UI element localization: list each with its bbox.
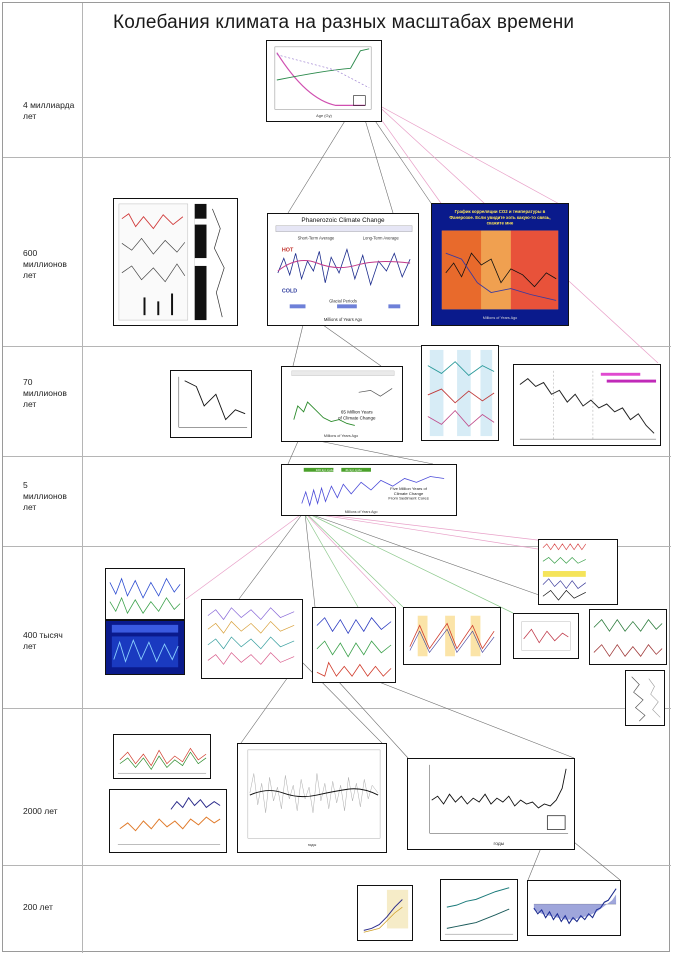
row-divider: [3, 456, 671, 457]
phanerozoic-x-axis-label: Millions of Years Ago: [324, 317, 363, 322]
cenozoic-temperature-record-chart: [513, 364, 661, 446]
co2-correlation-title-line3: скажите мне: [487, 221, 514, 226]
row-label-2000-years: 2000 лет: [23, 806, 58, 816]
phanerozoic-legend-short: Short-Term Average: [298, 236, 335, 241]
row-divider: [3, 157, 671, 158]
two-thousand-x-axis-label: годы: [494, 842, 505, 847]
co2-correlation-title-line2: Фанерозое. Если увидите хоть какую-то св…: [449, 215, 550, 220]
orbital-forcing-chart: [538, 539, 618, 605]
five-myr-caption-line3: From Sediment Cores: [388, 496, 428, 501]
glacial-cycles-multi-proxy-chart: [201, 599, 303, 679]
two-thousand-year-temperature-chart: годы: [407, 758, 575, 850]
five-myr-caption-line1: Five Million Years of: [390, 486, 428, 491]
interglacial-cycles-chart: [403, 607, 501, 665]
phanerozoic-multi-panel-chart: [113, 198, 238, 326]
five-myr-caption-line2: Climate Change: [394, 491, 424, 496]
millennial-temperature-chart: годы: [237, 743, 387, 853]
page-title: Колебания климата на разных масштабах вр…: [113, 12, 575, 33]
five-million-year-chart: 100 kyr cycle 41 kyr cycle Five Million …: [281, 464, 457, 516]
temperature-reconstruction-chart: [109, 789, 227, 853]
row-label-600-million: 600 миллионов лет: [23, 248, 67, 280]
five-myr-x-axis-label: Millions of Years Ago: [345, 510, 378, 514]
recent-warming-chart: [357, 885, 413, 941]
phanerozoic-climate-change-chart: Phanerozoic Climate Change Short-Term Av…: [267, 213, 419, 326]
narrow-proxy-chart: [625, 670, 665, 726]
cenozoic-caption-line1: 65 Million Years: [341, 410, 373, 415]
row-label-70-million: 70 миллионов лет: [23, 377, 67, 409]
phanerozoic-title: Phanerozoic Climate Change: [301, 217, 385, 224]
phanerozoic-cold-label: COLD: [282, 289, 297, 295]
cenozoic-isotope-chart: [421, 345, 499, 441]
row-label-400-thousand: 400 тысяч лет: [23, 630, 63, 651]
row-divider: [3, 865, 671, 866]
cenozoic-caption-line2: of Climate Change: [338, 416, 376, 421]
co2-decline-chart: [170, 370, 252, 438]
row-label-200-years: 200 лет: [23, 902, 53, 912]
five-myr-cycle2: 41 kyr cycle: [345, 468, 362, 472]
cenozoic-x-axis-label: Millions of Years Ago: [324, 434, 358, 438]
svg-text:годы: годы: [308, 842, 317, 847]
row-divider: [3, 708, 671, 709]
row-divider: [3, 346, 671, 347]
four-billion-year-temperature-chart: Age (Gy): [266, 40, 382, 122]
ice-core-cycles-chart: [105, 568, 185, 620]
phanerozoic-glacial-label: Glacial Periods: [329, 298, 357, 303]
co2-temperature-correlation-chart: График корреляции CO2 и температуры в Фа…: [431, 203, 569, 326]
sixty-five-million-year-chart: 65 Million Years of Climate Change Milli…: [281, 366, 403, 442]
paired-proxy-chart: [589, 609, 667, 665]
svg-text:Age (Gy): Age (Gy): [316, 113, 332, 118]
co2-correlation-title-line1: График корреляции CO2 и температуры в: [455, 209, 546, 214]
vostok-ice-core-chart: [105, 620, 185, 675]
medieval-warm-period-chart: [113, 734, 211, 779]
label-column-divider: [82, 3, 83, 953]
row-label-4-billion: 4 миллиарда лет: [23, 100, 75, 121]
phanerozoic-hot-label: HOT: [282, 247, 294, 253]
temperature-co2-dust-chart: [312, 607, 396, 683]
small-proxy-record-chart: [513, 613, 579, 659]
row-label-5-million: 5 миллионов лет: [23, 480, 67, 512]
co2-and-temperature-trend-chart: [440, 879, 518, 941]
phanerozoic-legend-long: Long-Term Average: [363, 236, 400, 241]
five-myr-cycle1: 100 kyr cycle: [316, 468, 335, 472]
svg-text:Millions of Years Ago: Millions of Years Ago: [483, 316, 517, 320]
temperature-anomaly-bars-chart: [527, 880, 621, 936]
